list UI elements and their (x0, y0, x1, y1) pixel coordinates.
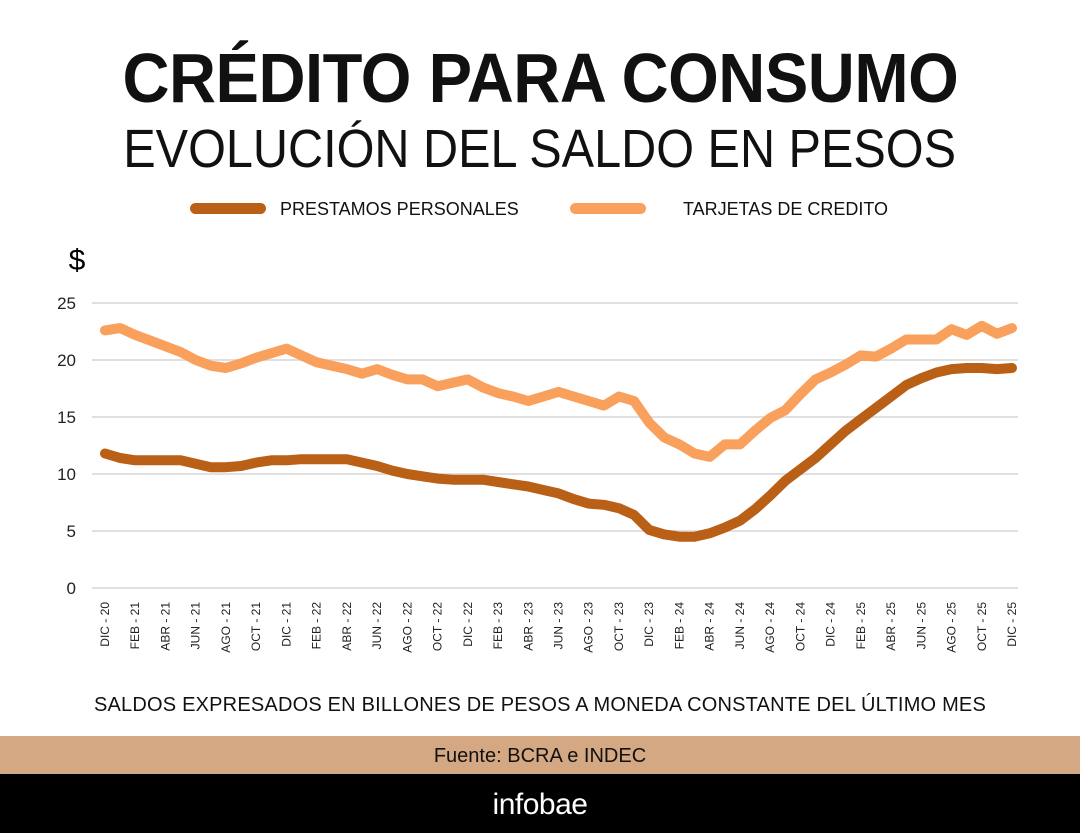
x-tick-label: AGO - 25 (945, 602, 959, 653)
y-tick-label: 15 (57, 408, 76, 427)
legend-label-tarjetas: TARJETAS DE CREDITO (683, 199, 889, 219)
series-line-prestamos (100, 363, 1017, 542)
x-tick-label: FEB - 21 (128, 602, 142, 650)
y-tick-label: 10 (57, 465, 76, 484)
x-tick-label: ABR - 25 (884, 602, 898, 651)
x-tick-label: AGO - 23 (582, 602, 596, 653)
x-tick-label: ABR - 24 (703, 602, 717, 651)
x-tick-label: FEB - 23 (491, 602, 505, 650)
line-chart: $ 0 5 10 15 20 25 DIC - 20 FEB - 21 ABR - 21 JUN … (57, 244, 1019, 653)
x-tick-label: JUN - 25 (914, 602, 928, 650)
x-tick-label: DIC - 24 (824, 602, 838, 647)
x-tick-label: DIC - 25 (1005, 602, 1019, 647)
x-tick-label: ABR - 23 (521, 602, 535, 651)
y-axis-label: $ (69, 244, 86, 277)
x-tick-label: AGO - 21 (219, 602, 233, 653)
y-tick-label: 5 (67, 522, 76, 541)
x-tick-label: FEB - 24 (672, 602, 686, 650)
x-tick-label: DIC - 20 (98, 602, 112, 647)
x-tick-label: DIC - 21 (279, 602, 293, 647)
x-tick-label: DIC - 22 (461, 602, 475, 647)
y-tick-label: 0 (67, 579, 76, 598)
legend-swatch-prestamos (190, 203, 266, 214)
x-tick-label: DIC - 23 (642, 602, 656, 647)
x-tick-label: FEB - 22 (310, 602, 324, 650)
x-tick-label: OCT - 25 (975, 602, 989, 651)
x-tick-label: JUN - 23 (552, 602, 566, 650)
source-band: Fuente: BCRA e INDEC (0, 736, 1080, 774)
y-tick-label: 20 (57, 351, 76, 370)
x-tick-label: FEB - 25 (854, 602, 868, 650)
legend: PRESTAMOS PERSONALES TARJETAS DE CREDITO (0, 196, 1080, 222)
chart-title: CRÉDITO PARA CONSUMO (122, 39, 958, 117)
infobae-logo: infobae (0, 774, 1080, 833)
series-line-tarjetas (100, 320, 1017, 462)
x-tick-label: ABR - 22 (340, 602, 354, 651)
legend-label-prestamos: PRESTAMOS PERSONALES (280, 199, 519, 219)
x-tick-label: AGO - 22 (400, 602, 414, 653)
x-tick-label: ABR - 21 (158, 602, 172, 651)
chart-subtitle: EVOLUCIÓN DEL SALDO EN PESOS (123, 119, 957, 179)
x-tick-label: OCT - 23 (612, 602, 626, 651)
x-tick-label: AGO - 24 (763, 602, 777, 653)
legend-swatch-tarjetas (570, 203, 646, 214)
x-tick-label: JUN - 21 (189, 602, 203, 650)
footnote: SALDOS EXPRESADOS EN BILLONES DE PESOS A… (93, 694, 987, 716)
x-tick-label: JUN - 22 (370, 602, 384, 650)
x-tick-label: OCT - 24 (793, 602, 807, 651)
x-tick-label: OCT - 21 (249, 602, 263, 651)
x-tick-label: JUN - 24 (733, 602, 747, 650)
x-tick-label: OCT - 22 (431, 602, 445, 651)
y-tick-label: 25 (57, 294, 76, 313)
